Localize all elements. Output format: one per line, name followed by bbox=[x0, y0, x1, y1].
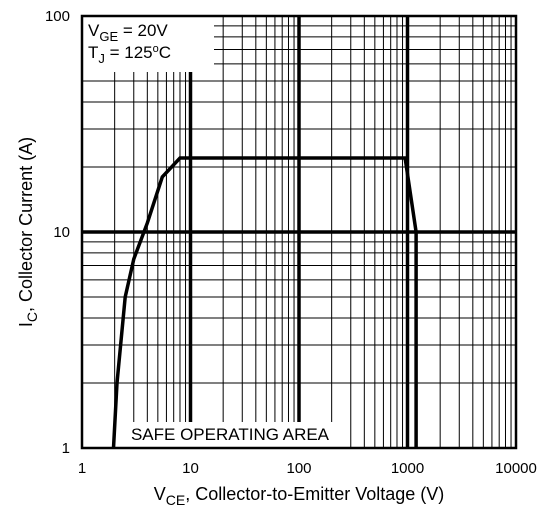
condition-tj-value: = 125 bbox=[105, 43, 153, 62]
x-tick-label: 1 bbox=[78, 460, 86, 477]
y-axis-label-symbol: I bbox=[16, 322, 36, 327]
condition-tj: TJ = 125oC bbox=[88, 43, 171, 66]
tick-labels: 1 10 100 1000 10000 1 10 100 bbox=[45, 8, 537, 477]
annotation-box bbox=[110, 422, 350, 448]
x-axis-label-symbol: V bbox=[154, 484, 166, 504]
x-tick-label: 100 bbox=[286, 460, 311, 477]
y-tick-label: 100 bbox=[45, 8, 70, 25]
x-tick-label: 1000 bbox=[391, 460, 424, 477]
condition-tj-symbol: T bbox=[88, 43, 98, 62]
condition-vge-subscript: GE bbox=[99, 29, 118, 44]
y-tick-label: 10 bbox=[53, 224, 70, 241]
plot-frame bbox=[80, 14, 518, 450]
major-grid bbox=[82, 16, 516, 448]
x-axis-label: VCE, Collector-to-Emitter Voltage (V) bbox=[154, 484, 445, 508]
condition-vge-value: = 20V bbox=[118, 21, 168, 40]
condition-tj-subscript: J bbox=[98, 51, 105, 66]
soa-annotation: SAFE OPERATING AREA bbox=[131, 425, 330, 444]
x-tick-label: 10000 bbox=[495, 460, 537, 477]
x-axis-label-subscript: CE bbox=[166, 492, 185, 508]
conditions-box bbox=[78, 12, 214, 72]
soa-boundary-line bbox=[111, 156, 418, 449]
condition-vge-symbol: V bbox=[88, 21, 100, 40]
x-tick-label: 10 bbox=[182, 460, 199, 477]
x-axis-label-text: , Collector-to-Emitter Voltage (V) bbox=[185, 484, 444, 504]
y-axis-label-subscript: C bbox=[24, 312, 40, 322]
y-tick-label: 1 bbox=[62, 440, 70, 457]
condition-vge: VGE = 20V bbox=[88, 21, 168, 44]
y-axis-label: IC, Collector Current (A) bbox=[16, 137, 40, 327]
condition-tj-degree: o bbox=[153, 43, 159, 55]
y-axis-label-text: , Collector Current (A) bbox=[16, 137, 36, 312]
condition-tj-unit: C bbox=[159, 43, 171, 62]
